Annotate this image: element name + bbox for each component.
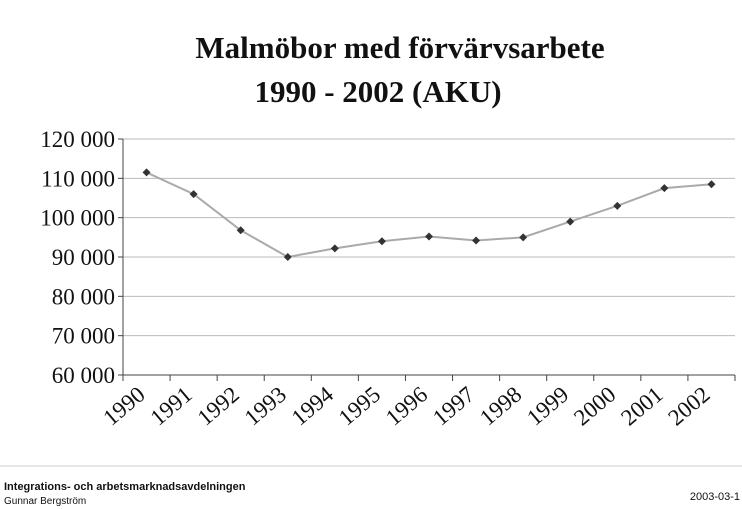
data-point [707, 180, 716, 189]
x-tick-label: 1990 [98, 382, 149, 431]
chart-title: Malmöbor med förvärvsarbete [195, 30, 604, 65]
x-tick-label: 1993 [240, 382, 291, 431]
y-tick-label: 120 000 [40, 127, 115, 152]
data-point [425, 232, 433, 241]
data-point [566, 217, 575, 226]
y-tick-label: 90 000 [52, 245, 115, 270]
footer-date: 2003-03-1 [690, 491, 740, 503]
y-tick-label: 110 000 [41, 166, 115, 191]
data-point [472, 236, 481, 245]
x-tick-label: 1996 [381, 382, 432, 431]
data-point [189, 190, 198, 199]
x-tick-label: 1992 [193, 382, 244, 431]
data-point [519, 233, 528, 242]
y-tick-label: 80 000 [52, 284, 115, 309]
chart-title: 1990 - 2002 (AKU) [254, 74, 501, 109]
footer-author: Gunnar Bergström [4, 496, 86, 507]
data-point [330, 244, 339, 253]
x-tick-label: 1997 [428, 382, 479, 431]
data-line [146, 171, 712, 259]
x-tick-label: 1991 [146, 382, 197, 431]
data-point [377, 237, 386, 246]
x-tick-label: 2002 [663, 382, 714, 431]
data-point [236, 226, 245, 235]
data-point [283, 253, 292, 261]
data-point [142, 168, 151, 177]
data-point [613, 201, 622, 210]
x-tick-label: 1998 [475, 382, 526, 431]
x-tick-label: 1999 [522, 382, 573, 431]
x-tick-label: 1995 [334, 382, 385, 431]
footer-organization: Integrations- och arbetsmarknadsavdelnin… [4, 481, 246, 493]
y-tick-label: 60 000 [52, 363, 115, 388]
y-tick-label: 100 000 [40, 206, 115, 231]
y-tick-label: 70 000 [52, 324, 115, 349]
x-tick-label: 1994 [287, 381, 339, 430]
x-tick-label: 2000 [569, 382, 620, 431]
x-tick-label: 2001 [616, 382, 667, 431]
data-point [660, 184, 669, 193]
